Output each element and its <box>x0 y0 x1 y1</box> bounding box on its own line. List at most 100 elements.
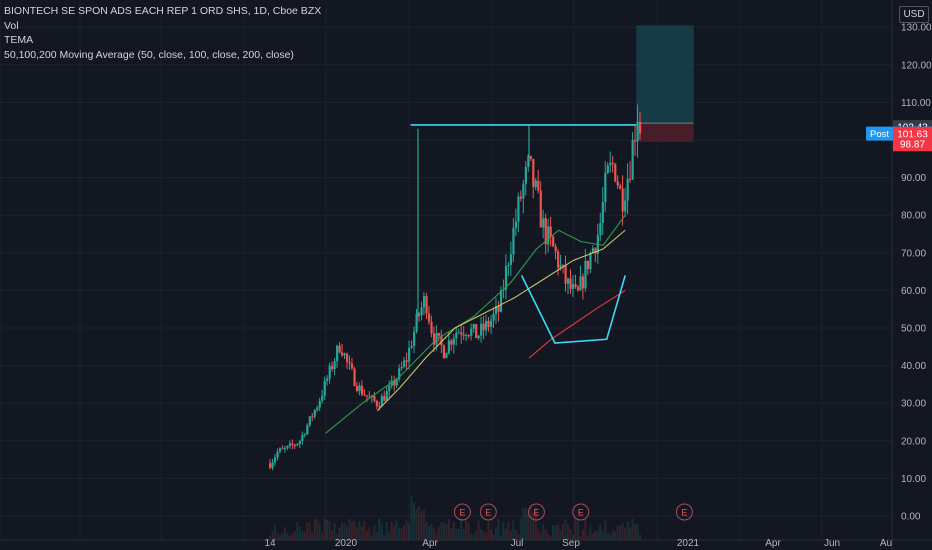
currency-button[interactable]: USD <box>899 6 929 23</box>
volume-bar <box>328 521 331 540</box>
candle-body <box>636 121 639 142</box>
candle-body <box>276 451 279 458</box>
volume-bar <box>634 523 637 540</box>
volume-bar <box>482 531 485 540</box>
candle-body <box>547 226 550 245</box>
volume-bar <box>336 534 339 540</box>
moving-average-200-line <box>528 289 626 359</box>
candle-body <box>360 385 364 395</box>
candle-body <box>298 441 301 444</box>
earnings-marker[interactable]: E <box>675 503 693 521</box>
candle-body <box>462 334 465 336</box>
volume-bar <box>539 531 542 540</box>
earnings-marker[interactable]: E <box>572 503 590 521</box>
candle-body <box>338 345 341 353</box>
position-target-zone <box>636 25 694 124</box>
candle-body <box>390 380 393 386</box>
moving-average-indicator-label[interactable]: 50,100,200 Moving Average (50, close, 10… <box>4 48 294 61</box>
volume-bar <box>308 521 311 540</box>
chart-legend: BIONTECH SE SPON ADS EACH REP 1 ORD SHS,… <box>4 4 321 62</box>
candle-body <box>529 155 532 159</box>
volume-bar <box>405 520 408 540</box>
cup-pattern-drawing <box>520 275 626 344</box>
volume-bar <box>594 530 597 540</box>
volume-bar <box>534 507 537 540</box>
volume-bar <box>430 524 433 540</box>
earnings-marker[interactable]: E <box>453 503 471 521</box>
volume-bar <box>403 525 406 540</box>
candle-body <box>554 246 557 252</box>
y-tick-label: 60.00 <box>901 286 926 297</box>
candle-body <box>606 165 609 173</box>
candle-body <box>490 320 493 327</box>
volume-bar <box>549 535 552 540</box>
volume-bar <box>427 526 430 540</box>
candle-body <box>539 190 542 228</box>
volume-bar <box>522 508 525 540</box>
volume-bar <box>636 524 639 540</box>
candle-body <box>311 416 314 418</box>
volume-bar <box>621 522 624 540</box>
volume-indicator-label[interactable]: Vol <box>4 19 19 32</box>
tema-indicator-label[interactable]: TEMA <box>4 34 34 46</box>
y-tick-label: 40.00 <box>901 361 926 372</box>
earnings-marker[interactable]: E <box>479 503 497 521</box>
candle-body <box>470 328 473 336</box>
volume-bar <box>269 535 271 540</box>
volume-bar <box>569 528 572 540</box>
volume-bar <box>393 524 396 540</box>
volume-bar <box>601 531 604 540</box>
volume-bar <box>527 512 530 540</box>
candle-body <box>579 276 582 291</box>
volume-bar <box>271 531 274 540</box>
candle-body <box>480 323 483 336</box>
candle-body <box>355 385 359 391</box>
y-tick-label: 70.00 <box>901 248 926 259</box>
earnings-marker-label: E <box>578 508 584 518</box>
candle-body <box>465 335 468 337</box>
candle-body <box>512 227 515 255</box>
candle-body <box>542 218 545 228</box>
candle-body <box>504 265 508 290</box>
volume-bar <box>517 534 520 540</box>
volume-bar <box>499 535 502 540</box>
candle-body <box>581 276 585 289</box>
candle-body <box>353 368 356 386</box>
y-tick-label: 30.00 <box>901 399 926 410</box>
volume-bar <box>480 528 483 540</box>
volume-bar <box>616 525 619 540</box>
volume-bar <box>611 530 614 540</box>
candle-body <box>442 345 446 359</box>
candle-body <box>584 260 587 289</box>
candle-body <box>452 338 455 345</box>
volume-bar <box>395 520 398 540</box>
candle-body <box>532 158 535 187</box>
x-tick-label: 14 <box>264 538 276 549</box>
volume-bar <box>492 535 495 540</box>
volume-bar <box>286 533 289 540</box>
candle-body <box>278 448 282 452</box>
volume-bar <box>298 526 301 540</box>
earnings-marker[interactable]: E <box>527 503 545 521</box>
x-tick-label: 2021 <box>677 538 700 549</box>
volume-bar <box>462 529 465 540</box>
candle-body <box>383 396 386 401</box>
volume-bar <box>303 531 306 540</box>
candle-body <box>477 335 480 339</box>
position-stop-zone <box>636 123 694 142</box>
symbol-title[interactable]: BIONTECH SE SPON ADS EACH REP 1 ORD SHS,… <box>4 5 322 17</box>
volume-bar <box>380 523 383 540</box>
volume-bar <box>591 533 594 540</box>
candle-body <box>365 395 369 397</box>
volume-bar <box>445 523 448 540</box>
candle-body <box>301 434 304 442</box>
candle-body <box>286 445 289 448</box>
candle-body <box>639 121 642 134</box>
volume-bar <box>547 533 550 540</box>
volume-bar <box>420 510 423 540</box>
y-tick-label: 90.00 <box>901 173 926 184</box>
price-label-box <box>893 137 932 152</box>
candle-body <box>408 347 411 362</box>
volume-bar <box>624 528 627 540</box>
